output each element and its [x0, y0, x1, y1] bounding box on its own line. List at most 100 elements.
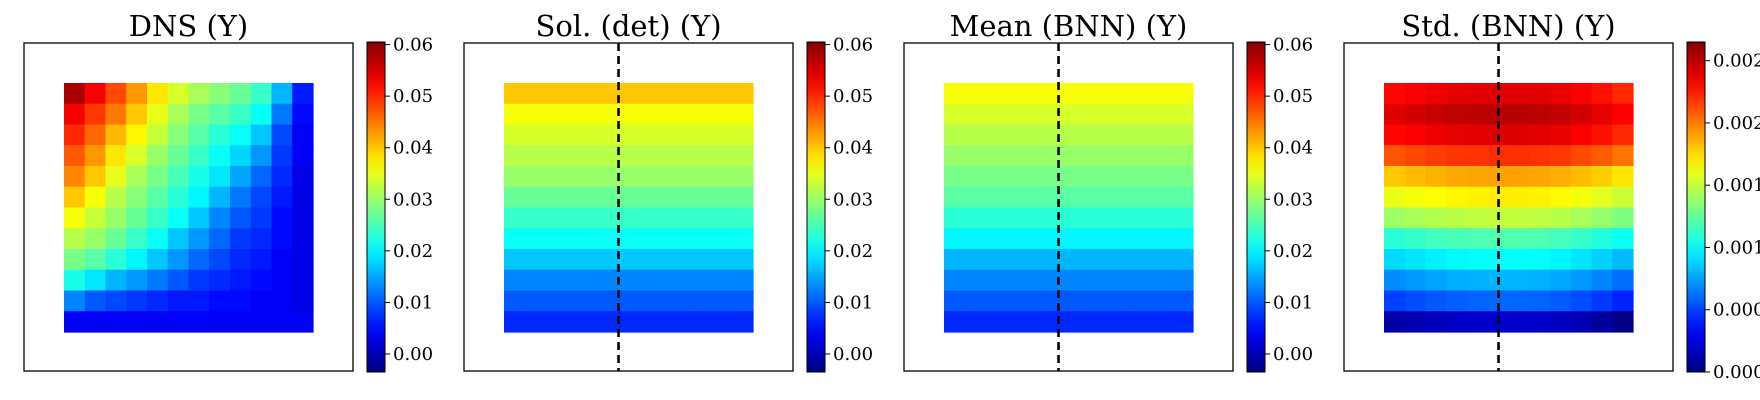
- heatmap-cell: [1110, 207, 1132, 229]
- heatmap-cell: [1047, 249, 1070, 271]
- heatmap-cell: [964, 249, 987, 271]
- heatmap-cell: [628, 124, 650, 146]
- heatmap-cell: [587, 186, 609, 209]
- heatmap-cell: [524, 145, 547, 167]
- heatmap-cell: [587, 290, 609, 312]
- heatmap-cell: [147, 207, 169, 229]
- heatmap-cell: [1612, 166, 1634, 188]
- heatmap-cell: [545, 124, 567, 146]
- heatmap-cell: [1550, 83, 1572, 105]
- heatmap-cell: [1068, 103, 1090, 126]
- heatmap-cell: [587, 103, 609, 126]
- colorbar-tick-label: 0.03: [393, 189, 433, 210]
- heatmap-cell: [147, 228, 169, 250]
- heatmap-cell: [1404, 228, 1427, 250]
- heatmap-cell: [250, 124, 273, 146]
- heatmap-cell: [209, 290, 231, 312]
- heatmap-cell: [292, 207, 314, 229]
- heatmap-cell: [147, 311, 169, 333]
- heatmap-cell: [1467, 145, 1489, 167]
- heatmap-cell: [292, 269, 314, 292]
- heatmap-cell: [84, 290, 107, 312]
- heatmap-cell: [628, 311, 650, 333]
- heatmap-cell: [1612, 103, 1634, 126]
- colorbar: [1686, 41, 1706, 373]
- heatmap-cell: [1027, 166, 1049, 188]
- heatmap-cell: [1172, 207, 1194, 229]
- heatmap-cell: [1487, 145, 1510, 167]
- heatmap-cell: [1591, 228, 1613, 250]
- colorbar-tick-label: 0.03: [833, 189, 873, 210]
- heatmap-cell: [1570, 207, 1593, 229]
- heatmap-cell: [1446, 145, 1468, 167]
- heatmap-cell: [1612, 207, 1634, 229]
- heatmap-cell: [732, 186, 754, 209]
- heatmap-cell: [271, 269, 293, 292]
- heatmap-cell: [230, 311, 252, 333]
- heatmap-cell: [1508, 83, 1530, 105]
- heatmap-cell: [690, 207, 713, 229]
- heatmap-cell: [271, 166, 293, 188]
- heatmap-cell: [167, 186, 190, 209]
- heatmap-cell: [944, 311, 966, 333]
- heatmap-cell: [587, 269, 609, 292]
- heatmap-cell: [209, 249, 231, 271]
- heatmap-cell: [1110, 290, 1132, 312]
- heatmap-cell: [566, 269, 588, 292]
- colorbar-tick-label: 0.0025: [1713, 51, 1760, 72]
- heatmap-cell: [1591, 83, 1613, 105]
- heatmap-cell: [1089, 145, 1111, 167]
- heatmap-cell: [1446, 124, 1468, 146]
- heatmap-cell: [1151, 124, 1173, 146]
- heatmap-cell: [607, 83, 630, 105]
- heatmap-cell: [964, 269, 987, 292]
- heatmap-cell: [250, 228, 273, 250]
- heatmap: [504, 83, 754, 333]
- heatmap-cell: [1130, 207, 1153, 229]
- heatmap-cell: [271, 124, 293, 146]
- colorbar-tick-label: 0.05: [393, 86, 433, 107]
- heatmap-cell: [944, 228, 966, 250]
- heatmap-cell: [84, 103, 107, 126]
- heatmap-cell: [250, 249, 273, 271]
- heatmap-cell: [1529, 269, 1551, 292]
- heatmap-cell: [649, 290, 671, 312]
- heatmap-cell: [1089, 311, 1111, 333]
- heatmap-cell: [1089, 124, 1111, 146]
- heatmap-cell: [1130, 83, 1153, 105]
- heatmap-cell: [147, 269, 169, 292]
- heatmap-cell: [1425, 290, 1447, 312]
- heatmap-cell: [1027, 103, 1049, 126]
- heatmap-cell: [250, 207, 273, 229]
- heatmap-cell: [1006, 269, 1028, 292]
- heatmap-cell: [985, 186, 1007, 209]
- heatmap-cell: [985, 103, 1007, 126]
- heatmap-cell: [1550, 145, 1572, 167]
- heatmap-cell: [167, 269, 190, 292]
- heatmap-cell: [64, 83, 86, 105]
- heatmap-cell: [1425, 124, 1447, 146]
- heatmap-cell: [1404, 249, 1427, 271]
- heatmap-cell: [628, 207, 650, 229]
- heatmap-cell: [209, 166, 231, 188]
- heatmap-cell: [126, 228, 148, 250]
- heatmap-cell: [1467, 166, 1489, 188]
- heatmap-cell: [105, 103, 127, 126]
- heatmap-cell: [64, 228, 86, 250]
- heatmap-cell: [670, 311, 692, 333]
- heatmap-cell: [84, 83, 107, 105]
- panel-3: Mean (BNN) (Y) 0.06 0.05 0.04 0.03 0.02 0.01 0.…: [903, 9, 1313, 373]
- heatmap-cell: [711, 269, 733, 292]
- heatmap-cell: [670, 166, 692, 188]
- axes-frame: [463, 42, 794, 372]
- heatmap-cell: [711, 145, 733, 167]
- heatmap-cell: [250, 290, 273, 312]
- heatmap-cell: [209, 83, 231, 105]
- heatmap-cell: [1591, 290, 1613, 312]
- heatmap-cell: [1570, 103, 1593, 126]
- heatmap-cell: [711, 311, 733, 333]
- heatmap-cell: [964, 83, 987, 105]
- heatmap-cell: [1529, 228, 1551, 250]
